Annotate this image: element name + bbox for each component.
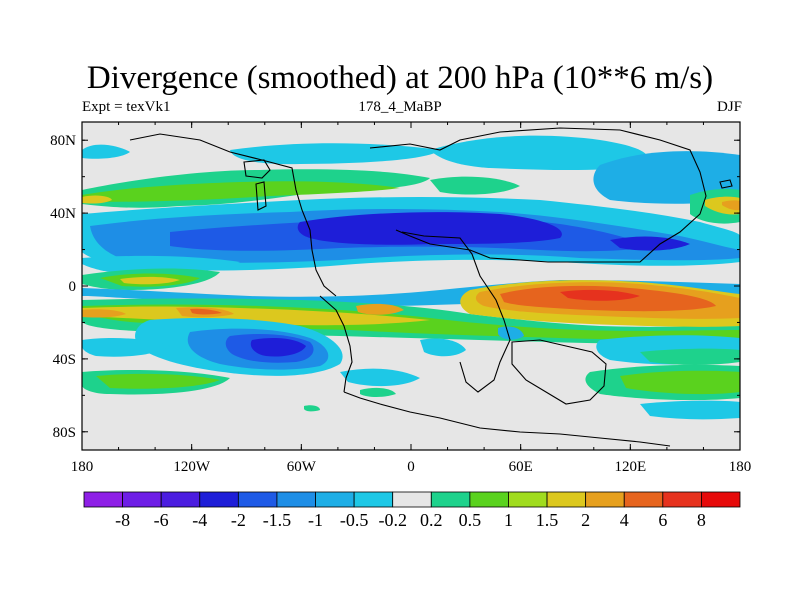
contour-subtropics-north-darkblue-a (297, 212, 562, 245)
y-tick-label: 40N (50, 206, 76, 222)
contour-tropics-orange-mid (356, 303, 404, 315)
colorbar-swatch (623, 491, 664, 508)
contour-south-cyan-b (82, 338, 170, 357)
colorbar-swatch (237, 491, 278, 508)
colorbar-swatch (662, 491, 702, 508)
x-tick-label: 180 (729, 459, 752, 475)
colorbar-swatch (546, 491, 587, 508)
contour-south-green-small (360, 387, 396, 397)
coastline-island-b (255, 181, 267, 211)
left-string: Expt = texVk1 (82, 99, 171, 115)
contour-tropics-north-cyan (82, 255, 240, 273)
colorbar-swatch (469, 491, 509, 508)
colorbar-label: 4 (620, 510, 629, 530)
coastline-australia (511, 339, 607, 405)
colorbar-swatch (315, 491, 355, 508)
coastline-eurasia (369, 127, 707, 263)
contour-tropics-north-yellow (120, 276, 180, 285)
colorbar-swatch (122, 491, 162, 508)
coastline-africa (401, 231, 511, 393)
colorbar: -8 -6 -4 -2 -1.5 -1 -0.5 -0.2 0.2 0.5 1 1.5 2 4 6 8 (83, 491, 741, 530)
x-tick-label: 120W (173, 459, 211, 475)
colorbar-label: 0.2 (420, 510, 443, 530)
x-tick-label: 60W (287, 459, 317, 475)
contour-north-east-cyan (593, 151, 740, 204)
colorbar-label: 8 (697, 510, 706, 530)
x-tick-label: 120E (614, 459, 646, 475)
contour-south-green-c (640, 348, 740, 365)
colorbar-swatch (392, 491, 432, 508)
colorbar-label: -0.5 (340, 510, 369, 530)
y-tick-label: 80N (50, 133, 76, 149)
y-tick-label: 0 (69, 279, 77, 295)
contour-north-east-orange (722, 200, 740, 211)
x-axis: 180 120W 60W 0 60E 120E 180 (71, 122, 752, 475)
chart-title: Divergence (smoothed) at 200 hPa (10**6 … (86, 60, 714, 96)
colorbar-swatch (160, 491, 201, 508)
colorbar-label: -8 (115, 510, 130, 530)
contour-south-mid-cyan-b (640, 400, 740, 420)
contour-south-darkblue-a (250, 338, 306, 357)
y-axis: 80N 40N 0 40S 80S (50, 133, 740, 441)
colorbar-label: 6 (658, 510, 667, 530)
coastline-island-a (719, 179, 733, 189)
center-string: 178_4_MaBP (358, 99, 442, 115)
contour-tropics-red-west-b (190, 308, 222, 315)
coastline-antarctica (343, 391, 671, 447)
colorbar-label: -2 (231, 510, 246, 530)
colorbar-label: -0.2 (378, 510, 407, 530)
colorbar-swatch (83, 491, 123, 508)
colorbar-label: 0.5 (459, 510, 482, 530)
contour-tropics-orange-west (82, 309, 126, 318)
colorbar-label: 2 (581, 510, 590, 530)
coastline-north-america (129, 133, 337, 297)
contour-south-mid-green-small (304, 405, 320, 412)
contour-tropics-yellow-band (82, 306, 430, 326)
contour-south-mid-lime (96, 373, 220, 389)
coastline-greenland (243, 159, 271, 179)
coastlines (129, 127, 733, 447)
contour-subtropics-north-darkblue-b (610, 236, 690, 251)
colorbar-swatch (199, 491, 239, 508)
x-tick-label: 180 (71, 459, 94, 475)
contour-south-cyan-d (420, 338, 466, 357)
coastline-south-america (319, 295, 353, 393)
colorbar-swatch (508, 491, 548, 508)
x-tick-label: 0 (407, 459, 415, 475)
contour-mid-north-lime (82, 181, 400, 202)
colorbar-label: 1 (504, 510, 513, 530)
colorbar-swatch (276, 491, 316, 508)
y-tick-label: 40S (53, 352, 76, 368)
colorbar-label: -1 (308, 510, 323, 530)
colorbar-label: 1.5 (536, 510, 559, 530)
contour-north-mid-east-green (430, 176, 520, 195)
contour-high-north-blue (82, 144, 130, 159)
contour-south-mid-lime-east (620, 370, 740, 395)
colorbar-swatch (585, 491, 625, 508)
colorbar-label: -6 (154, 510, 169, 530)
colorbar-swatch (430, 491, 471, 508)
contour-io-red-core (560, 289, 640, 301)
contour-mid-north-cyan-a (230, 143, 440, 165)
colorbar-swatch (701, 491, 741, 508)
right-string: DJF (716, 99, 742, 115)
contour-south-cyan-e (498, 326, 524, 340)
contour-mid-north-cyan-b (430, 135, 648, 170)
colorbar-label: -1.5 (263, 510, 292, 530)
colorbar-swatch (353, 491, 394, 508)
contour-south-cyan-f (340, 368, 420, 387)
y-tick-label: 80S (53, 425, 76, 441)
x-tick-label: 60E (509, 459, 533, 475)
contour-mid-north-yellow (82, 195, 112, 204)
colorbar-label: -4 (192, 510, 207, 530)
